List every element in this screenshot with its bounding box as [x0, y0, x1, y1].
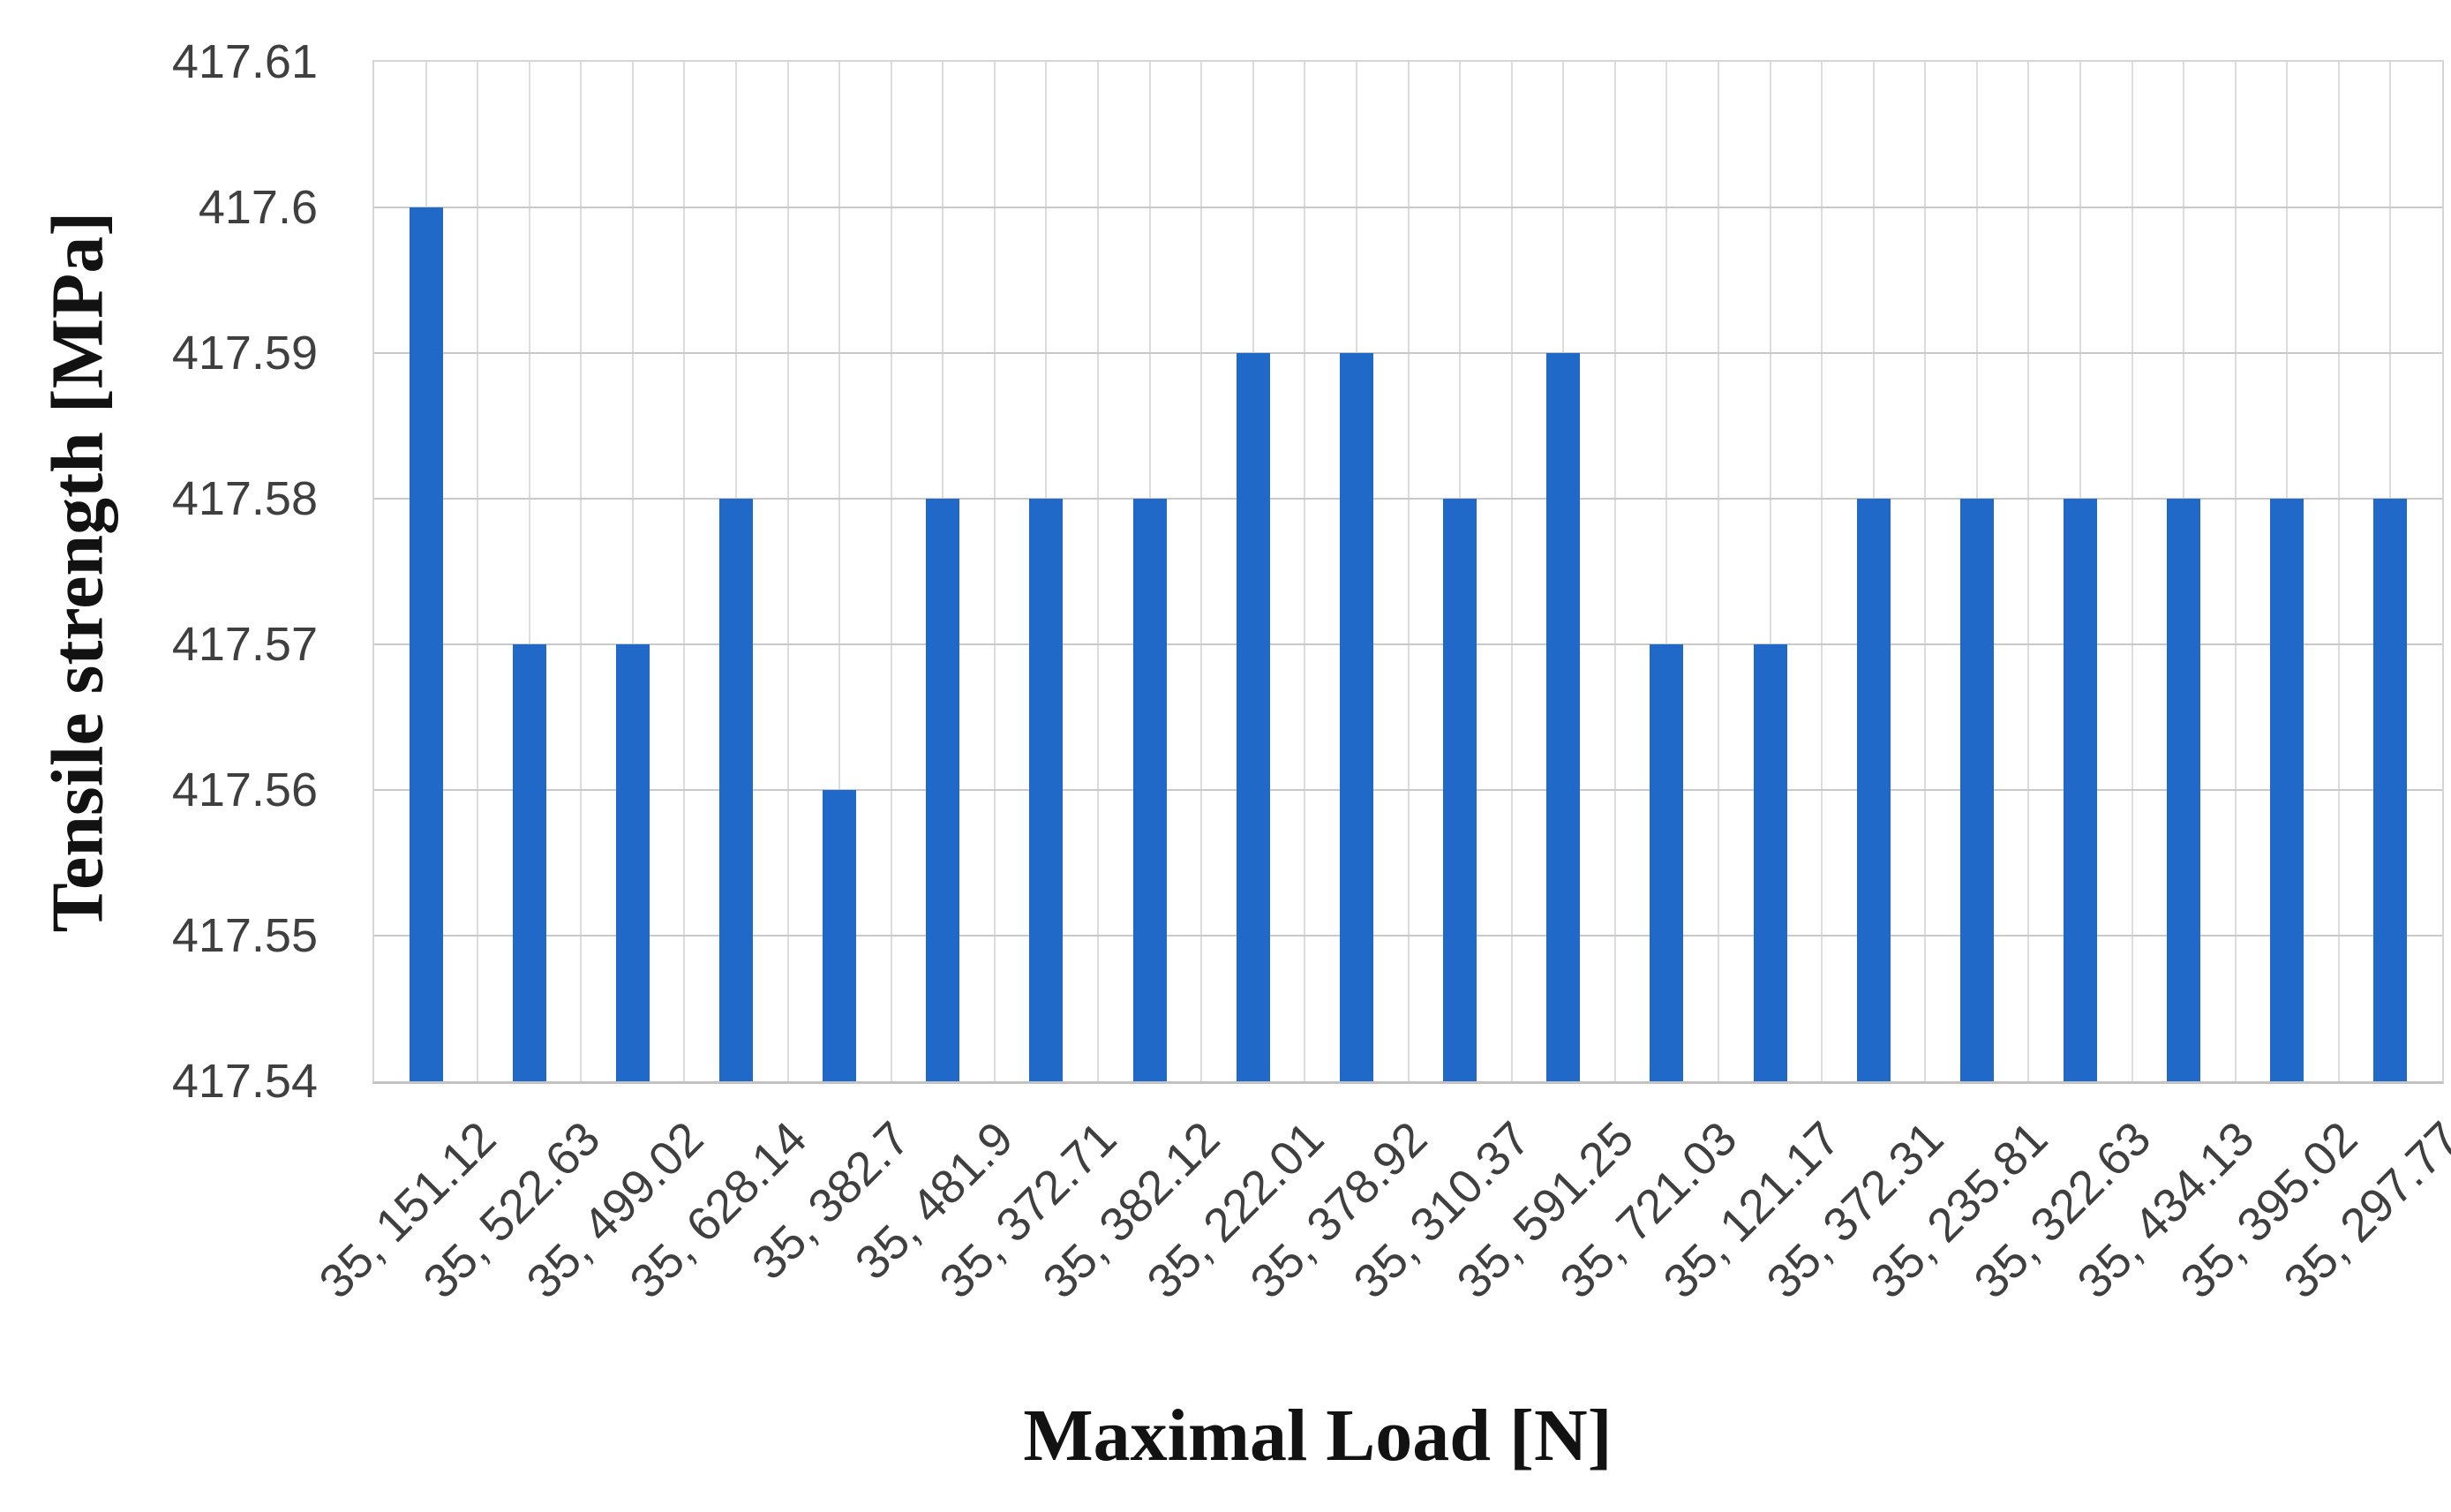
x-axis-title: Maximal Load [N]: [1023, 1395, 1613, 1477]
bar: [615, 644, 650, 1081]
bar: [2270, 499, 2304, 1081]
y-tick-label: 417.61: [171, 35, 318, 88]
v-gridline: [1304, 62, 1306, 1081]
v-gridline: [2131, 62, 2133, 1081]
v-gridline: [1769, 62, 1771, 1081]
h-gridline: [374, 643, 2442, 645]
v-gridline: [477, 62, 479, 1081]
v-gridline: [2027, 62, 2030, 1081]
bar: [1650, 644, 1684, 1081]
v-gridline: [1924, 62, 1927, 1081]
v-gridline: [890, 62, 892, 1081]
bar: [2063, 499, 2097, 1081]
v-gridline: [2234, 62, 2237, 1081]
y-tick-label: 417.59: [171, 327, 318, 380]
bar: [1753, 644, 1787, 1081]
bar: [823, 790, 857, 1081]
v-gridline: [1407, 62, 1410, 1081]
bar: [2167, 499, 2201, 1081]
y-tick-label: 417.56: [171, 764, 318, 816]
v-gridline: [993, 62, 996, 1081]
y-tick-label: 417.54: [171, 1055, 318, 1108]
bar: [1959, 499, 1994, 1081]
v-gridline: [683, 62, 686, 1081]
h-gridline: [374, 789, 2442, 791]
v-gridline: [838, 62, 841, 1081]
bar: [2373, 499, 2408, 1081]
bar: [1029, 499, 1064, 1081]
h-gridline: [374, 352, 2442, 354]
bar: [926, 499, 960, 1081]
v-gridline: [1097, 62, 1100, 1081]
v-gridline: [631, 62, 634, 1081]
v-gridline: [1717, 62, 1719, 1081]
bar: [1856, 499, 1891, 1081]
v-gridline: [1665, 62, 1668, 1081]
bar: [719, 499, 754, 1081]
bar: [1443, 499, 1477, 1081]
bar: [1546, 353, 1581, 1081]
y-tick-label: 417.55: [171, 909, 318, 962]
v-gridline: [1200, 62, 1203, 1081]
v-gridline: [2337, 62, 2340, 1081]
h-gridline: [374, 935, 2442, 937]
bar: [1236, 353, 1270, 1081]
v-gridline: [786, 62, 789, 1081]
v-gridline: [1821, 62, 1823, 1081]
v-gridline: [528, 62, 530, 1081]
y-axis-title: Tensile strength [MPa]: [36, 211, 119, 933]
bar: [1339, 353, 1373, 1081]
v-gridline: [580, 62, 583, 1081]
bar: [1132, 499, 1167, 1081]
y-tick-label: 417.57: [171, 618, 318, 671]
y-tick-label: 417.6: [198, 181, 318, 234]
bar: [409, 207, 443, 1081]
bar: [512, 644, 546, 1081]
h-gridline: [374, 207, 2442, 208]
h-gridline: [374, 498, 2442, 500]
v-gridline: [1510, 62, 1513, 1081]
y-tick-label: 417.58: [171, 472, 318, 525]
v-gridline: [1613, 62, 1616, 1081]
